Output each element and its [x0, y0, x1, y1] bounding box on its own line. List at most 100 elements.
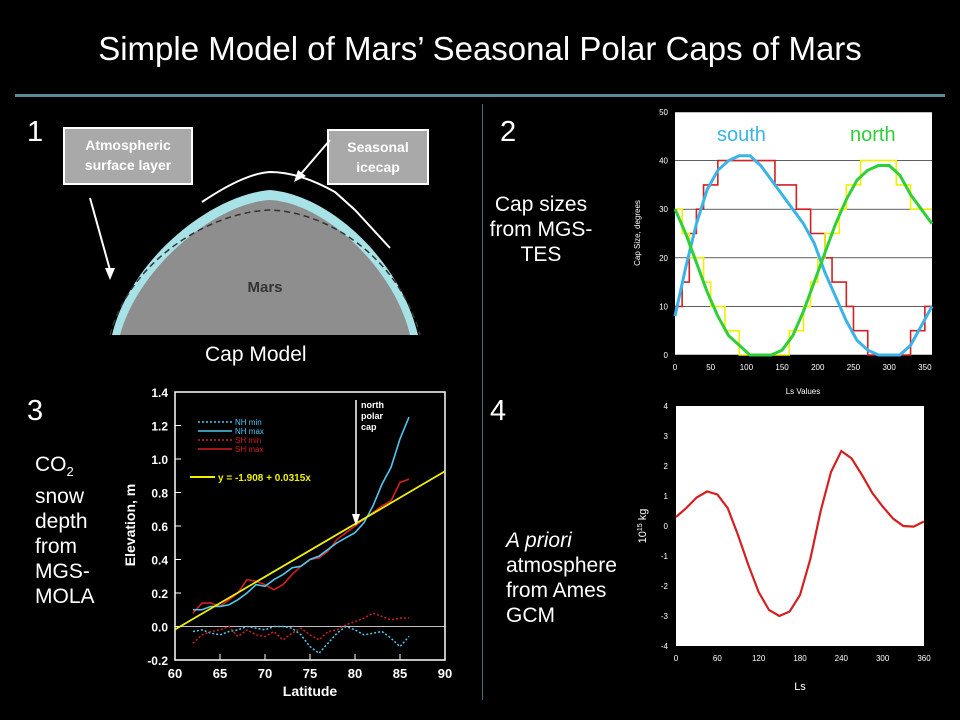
co2-subscript: 2 [66, 464, 74, 480]
north-cap-label-1: north [361, 400, 384, 410]
cap-sizes-series [673, 154, 934, 357]
legend-sh-min: SH min [235, 436, 261, 445]
co2-xtick-label: 70 [258, 666, 272, 681]
mars-body [120, 200, 410, 335]
legend-sh-max: SH max [235, 445, 263, 454]
atmosphere-text-line1: A priori [506, 529, 572, 552]
cap-sizes-ytick-label: 0 [664, 351, 669, 360]
quadrant-3-number: 3 [27, 395, 44, 427]
co2-plot-frame [174, 391, 446, 661]
co2-xtick-label: 80 [348, 666, 362, 681]
co2-xtick-label: 85 [393, 666, 407, 681]
atmosphere-xtick-label: 0 [674, 654, 679, 663]
icecap-label-line2: icecap [356, 159, 400, 175]
co2-ylabel: Elevation, m [122, 484, 138, 566]
co2-ytick-label: 0.6 [151, 520, 168, 534]
co2-series-fit [174, 470, 446, 631]
cap-sizes-ytick-label: 10 [659, 302, 668, 311]
atmos-arrow-line [89, 197, 111, 271]
atmosphere-ylabel: 1015 kg [637, 509, 649, 544]
atmosphere-title: Ls Values [786, 387, 821, 396]
mars-label: Mars [247, 279, 282, 296]
cap-sizes-ytick-label: 50 [659, 108, 668, 117]
co2-ticks: -0.2 0.0 0.2 0.4 0.6 0.8 1.0 1.2 1.4 60 65 70 75 80 85… [147, 386, 452, 681]
atmos-label-line1: Atmospheric [85, 137, 171, 153]
cap-sizes-ytick-label: 30 [659, 205, 668, 214]
cap-sizes-series-south [673, 154, 934, 357]
quadrant-1-number: 1 [27, 116, 44, 148]
surface-dashed-line [109, 209, 421, 336]
cap-sizes-text-line1: Cap sizes [494, 193, 588, 216]
atmosphere-series [675, 449, 925, 618]
co2-series-sh-min [192, 612, 409, 644]
atmos-label-line2: surface layer [85, 157, 172, 173]
title-divider [15, 94, 945, 97]
co2-xtick-label: 90 [438, 666, 452, 681]
cap-sizes-text: Cap sizes from MGS- TES [482, 192, 600, 267]
co2-series-nh-max [193, 416, 410, 611]
co2-ytick-label: 0.4 [151, 554, 168, 568]
atmosphere-xtick-label: 60 [713, 654, 722, 663]
cap-model-diagram: Atmospheric surface layer Seasonal iceca… [63, 127, 429, 336]
co2-text-line2: snow [35, 485, 85, 509]
cap-sizes-text-line3: TES [520, 243, 562, 266]
cap-sizes-xtick-label: 350 [918, 363, 932, 372]
co2-ytick-label: 1.2 [151, 420, 168, 434]
atmosphere-ytick-label: 3 [664, 432, 669, 441]
atmosphere-ytick-label: 2 [664, 462, 669, 471]
quadrant-divider [482, 104, 483, 700]
co2-series-nh-min [192, 625, 410, 655]
atmos-boundary-line [201, 170, 391, 249]
co2-series [174, 416, 446, 655]
atmosphere-plot-area [676, 406, 924, 646]
co2-xlabel: Latitude [283, 683, 338, 699]
legend-north: north [850, 124, 896, 146]
atmosphere-xtick-label: 180 [793, 654, 807, 663]
co2-ytick-label: 0.8 [151, 487, 168, 501]
atmosphere-ylabel-base: 10 [637, 531, 649, 543]
legend-fit: y = -1.908 + 0.0315x [218, 473, 311, 484]
co2-text-line6: MOLA [35, 585, 95, 609]
north-cap-arrow-head [352, 514, 360, 526]
cap-sizes-xtick-label: 250 [847, 363, 861, 372]
co2-ytick-label: 0.2 [151, 587, 168, 601]
cap-sizes-ylabel: Cap Size, degrees [633, 200, 642, 266]
co2-text: CO [35, 453, 67, 476]
atmosphere-text-line4: GCM [506, 604, 555, 627]
atmosphere-xlabel: Ls [794, 681, 806, 693]
cap-sizes-chart: 0 10 20 30 40 50 0 50 100 150 200 250 300 350 Cap Siz… [633, 108, 934, 372]
cap-model-caption: Cap Model [205, 343, 307, 366]
co2-ytick-label: 1.0 [151, 453, 168, 467]
atmosphere-text-line2: atmosphere [506, 554, 617, 577]
atmosphere-ytick-label: -4 [661, 642, 669, 651]
co2-snow-text: CO2 snow depth from MGS- MOLA [35, 452, 95, 609]
legend-nh-min: NH min [235, 418, 262, 427]
cap-sizes-ytick-label: 40 [659, 157, 668, 166]
atmosphere-ytick-label: -2 [661, 582, 669, 591]
atmosphere-xtick-label: 360 [917, 654, 931, 663]
atmosphere-ytick-label: 1 [664, 492, 669, 501]
north-cap-label-2: polar [361, 411, 384, 421]
cap-sizes-ytick-label: 20 [659, 254, 668, 263]
co2-text-line5: MGS- [35, 560, 90, 584]
co2-xtick-label: 65 [213, 666, 227, 681]
atmosphere-ytick-label: 0 [664, 522, 669, 531]
cap-sizes-xtick-label: 200 [811, 363, 825, 372]
atmos-label-box [63, 127, 193, 185]
co2-ytick-label: -0.2 [147, 654, 168, 668]
co2-text-line4: from [35, 535, 77, 559]
atmosphere-xtick-label: 240 [835, 654, 849, 663]
cap-sizes-xtick-label: 100 [740, 363, 754, 372]
cap-sizes-series-north [673, 163, 934, 357]
atmosphere-text: A priori atmosphere from Ames GCM [506, 528, 617, 628]
atmosphere-series-line [675, 449, 925, 618]
co2-text-line1: CO2 [35, 452, 95, 484]
cap-sizes-xtick-label: 0 [673, 363, 678, 372]
quadrant-2-number: 2 [500, 116, 517, 148]
icecap-arrow-line [299, 139, 331, 176]
co2-xtick-label: 60 [168, 666, 182, 681]
cap-sizes-xtick-label: 150 [775, 363, 789, 372]
co2-xtick-label: 75 [303, 666, 317, 681]
cap-sizes-xtick-label: 50 [706, 363, 715, 372]
atmos-arrow-head [105, 268, 115, 280]
